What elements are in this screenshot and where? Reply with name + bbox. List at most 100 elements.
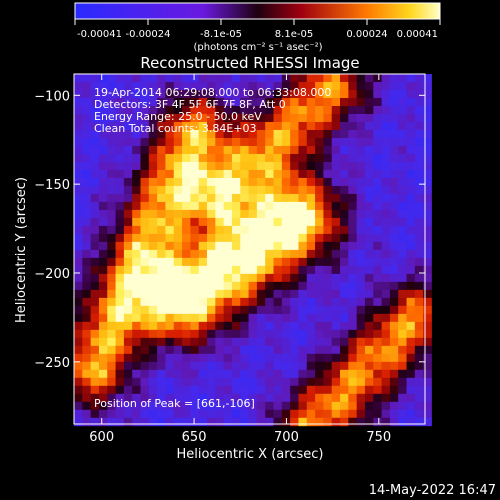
heatmap-cell	[306, 209, 316, 219]
heatmap-cell	[240, 329, 249, 339]
heatmap-cell	[315, 305, 324, 315]
heatmap-cell	[207, 201, 216, 211]
heatmap-cell	[290, 361, 299, 371]
heatmap-cell	[157, 153, 166, 163]
heatmap-cell	[381, 361, 391, 371]
heatmap-cell	[165, 217, 175, 227]
heatmap-cell	[323, 121, 333, 131]
heatmap-cell	[198, 153, 208, 163]
heatmap-cell	[223, 369, 233, 379]
heatmap-cell	[323, 377, 333, 387]
heatmap-cell	[381, 377, 391, 387]
heatmap-cell	[265, 161, 274, 171]
heatmap-cell	[348, 217, 358, 227]
heatmap-cell	[90, 297, 100, 307]
heatmap-cell	[298, 281, 308, 291]
heatmap-cell	[265, 345, 274, 355]
heatmap-cell	[107, 201, 116, 211]
heatmap-cell	[148, 409, 158, 419]
heatmap-cell	[107, 257, 116, 267]
heatmap-cell	[240, 89, 249, 99]
heatmap-cell	[315, 153, 324, 163]
heatmap-cell	[173, 385, 183, 395]
heatmap-cell	[173, 337, 183, 347]
heatmap-cell	[198, 225, 208, 235]
heatmap-cell	[290, 409, 299, 419]
heatmap-cell	[123, 393, 133, 403]
heatmap-cell	[82, 377, 92, 387]
heatmap-cell	[423, 321, 432, 331]
heatmap-cell	[231, 89, 241, 99]
heatmap-cell	[132, 361, 141, 371]
heatmap-cell	[123, 337, 133, 347]
heatmap-cell	[273, 257, 283, 267]
heatmap-cell	[356, 201, 366, 211]
heatmap-cell	[356, 185, 366, 195]
heatmap-cell	[82, 161, 92, 171]
heatmap-cell	[132, 177, 141, 187]
heatmap-cell	[423, 105, 432, 115]
heatmap-cell	[74, 233, 83, 243]
heatmap-cell	[265, 401, 274, 411]
heatmap-cell	[414, 201, 424, 211]
heatmap-cell	[207, 385, 216, 395]
heatmap-cell	[82, 225, 92, 235]
heatmap-cell	[248, 217, 258, 227]
heatmap-cell	[190, 233, 200, 243]
heatmap-cell	[248, 361, 258, 371]
heatmap-cell	[381, 185, 391, 195]
heatmap-cell	[398, 313, 407, 323]
heatmap-cell	[348, 97, 358, 107]
heatmap-cell	[90, 201, 100, 211]
heatmap-cell	[107, 329, 116, 339]
colorbar-tick-label: 8.1e-05	[275, 29, 313, 40]
heatmap-cell	[140, 377, 150, 387]
heatmap-cell	[406, 121, 416, 131]
heatmap-cell	[190, 97, 200, 107]
heatmap-cell	[406, 377, 416, 387]
heatmap-cell	[198, 417, 208, 427]
heatmap-cell	[132, 409, 141, 419]
heatmap-cell	[331, 129, 341, 139]
heatmap-cell	[182, 121, 191, 131]
heatmap-cell	[132, 297, 141, 307]
heatmap-cell	[231, 153, 241, 163]
heatmap-cell	[115, 337, 125, 347]
heatmap-cell	[364, 89, 374, 99]
heatmap-cell	[223, 321, 233, 331]
heatmap-cell	[331, 409, 341, 419]
heatmap-cell	[281, 305, 291, 315]
heatmap-cell	[140, 145, 150, 155]
heatmap-cell	[165, 225, 175, 235]
heatmap-cell	[148, 121, 158, 131]
heatmap-cell	[207, 353, 216, 363]
heatmap-cell	[182, 153, 191, 163]
heatmap-cell	[331, 193, 341, 203]
heatmap-cell	[398, 417, 407, 427]
heatmap-cell	[281, 193, 291, 203]
heatmap-cell	[90, 129, 100, 139]
heatmap-cell	[423, 345, 432, 355]
heatmap-cell	[231, 249, 241, 259]
heatmap-cell	[223, 345, 233, 355]
heatmap-cell	[315, 337, 324, 347]
heatmap-cell	[182, 225, 191, 235]
heatmap-cell	[414, 233, 424, 243]
heatmap-cell	[115, 185, 125, 195]
heatmap-cell	[98, 345, 108, 355]
heatmap-cell	[74, 385, 83, 395]
heatmap-cell	[398, 305, 407, 315]
heatmap-cell	[165, 201, 175, 211]
heatmap-cell	[82, 209, 92, 219]
colorbar-unit-label: (photons cm⁻² s⁻¹ asec⁻²)	[193, 42, 322, 53]
heatmap-cell	[140, 353, 150, 363]
heatmap-cell	[215, 417, 225, 427]
heatmap-cell	[398, 169, 407, 179]
heatmap-cell	[381, 401, 391, 411]
heatmap-cell	[423, 265, 432, 275]
heatmap-cell	[414, 345, 424, 355]
heatmap-cell	[381, 121, 391, 131]
heatmap-cell	[82, 74, 92, 83]
heatmap-cell	[98, 393, 108, 403]
heatmap-cell	[340, 113, 349, 123]
